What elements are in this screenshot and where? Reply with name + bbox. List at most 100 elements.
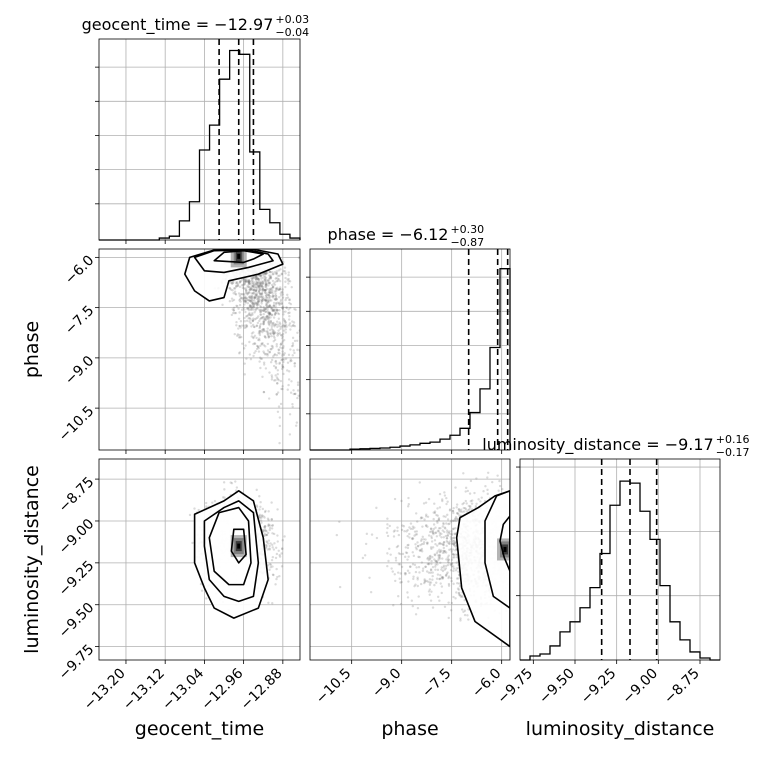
sample-point bbox=[321, 407, 323, 409]
sample-point bbox=[280, 347, 284, 350]
sample-point bbox=[496, 474, 499, 477]
sample-point bbox=[246, 293, 249, 296]
sample-point bbox=[253, 283, 257, 287]
sample-point bbox=[420, 516, 423, 519]
sample-point bbox=[392, 530, 396, 533]
sample-point bbox=[264, 283, 267, 287]
sample-point bbox=[241, 286, 244, 289]
sample-point bbox=[420, 542, 424, 546]
sample-point bbox=[437, 556, 440, 560]
sample-point bbox=[272, 355, 275, 358]
sample-point bbox=[445, 496, 448, 500]
sample-point bbox=[262, 320, 265, 323]
sample-point bbox=[271, 602, 274, 605]
sample-point bbox=[423, 518, 426, 521]
x-tick-label: −9.50 bbox=[536, 666, 578, 708]
sample-point bbox=[267, 510, 270, 513]
sample-point bbox=[270, 327, 273, 331]
sample-point bbox=[261, 282, 264, 285]
sample-point bbox=[330, 437, 332, 439]
sample-point bbox=[438, 548, 441, 552]
sample-point bbox=[255, 279, 258, 282]
sample-point bbox=[286, 293, 289, 297]
sample-point bbox=[435, 561, 438, 564]
sample-point bbox=[272, 364, 276, 368]
sample-point bbox=[364, 542, 368, 546]
sample-point bbox=[440, 566, 443, 569]
sample-point bbox=[447, 582, 451, 586]
sample-point bbox=[392, 535, 396, 538]
sample-point bbox=[436, 573, 440, 576]
sample-point bbox=[274, 359, 278, 363]
sample-point bbox=[475, 477, 478, 480]
sample-point bbox=[467, 508, 470, 512]
sample-point bbox=[261, 299, 264, 302]
sample-point bbox=[248, 299, 252, 302]
sample-point bbox=[254, 301, 257, 304]
sample-point bbox=[278, 287, 281, 291]
sample-point bbox=[273, 313, 277, 316]
sample-point bbox=[459, 617, 462, 620]
sample-point bbox=[304, 463, 306, 465]
sample-point bbox=[276, 382, 279, 385]
sample-point bbox=[281, 387, 284, 391]
sample-point bbox=[269, 320, 272, 324]
sample-point bbox=[270, 518, 274, 521]
sample-point bbox=[262, 390, 266, 394]
sample-point bbox=[234, 480, 237, 483]
sample-point bbox=[252, 342, 255, 346]
sample-point bbox=[272, 573, 275, 577]
sample-point bbox=[282, 372, 285, 376]
sample-point bbox=[453, 544, 456, 547]
sample-point bbox=[428, 557, 431, 561]
density-block bbox=[503, 546, 507, 552]
sample-point bbox=[406, 569, 410, 572]
sample-point bbox=[428, 530, 432, 534]
sample-point bbox=[275, 272, 278, 276]
sample-point bbox=[445, 522, 448, 525]
sample-point bbox=[268, 277, 271, 281]
y-tick-label: −9.75 bbox=[56, 642, 98, 684]
sample-point bbox=[270, 378, 274, 381]
sample-point bbox=[276, 301, 279, 304]
sample-point bbox=[274, 556, 278, 560]
sample-point bbox=[268, 291, 271, 294]
sample-point bbox=[264, 307, 267, 311]
sample-point bbox=[441, 557, 444, 560]
sample-point bbox=[447, 561, 450, 564]
sample-point bbox=[270, 334, 273, 338]
sample-point bbox=[243, 362, 246, 365]
sample-point bbox=[438, 555, 441, 559]
sample-point bbox=[385, 531, 389, 534]
sample-point bbox=[431, 565, 435, 569]
sample-point bbox=[246, 284, 249, 287]
sample-point bbox=[256, 286, 259, 289]
sample-point bbox=[252, 335, 255, 339]
sample-point bbox=[399, 552, 402, 556]
sample-point bbox=[409, 527, 413, 531]
sample-point bbox=[256, 281, 259, 285]
sample-point bbox=[258, 283, 262, 287]
sample-point bbox=[302, 438, 304, 440]
sample-point bbox=[291, 320, 294, 323]
sample-point bbox=[188, 513, 192, 517]
sample-point bbox=[248, 295, 251, 299]
sample-point bbox=[426, 541, 429, 545]
sample-point bbox=[398, 563, 402, 566]
sample-point bbox=[452, 506, 455, 510]
sample-point bbox=[257, 279, 261, 282]
sample-point bbox=[254, 277, 257, 280]
sample-point bbox=[268, 313, 271, 317]
sample-point bbox=[312, 436, 314, 438]
sample-point bbox=[243, 299, 247, 302]
sample-point bbox=[400, 580, 403, 584]
sample-point bbox=[246, 279, 250, 283]
sample-point bbox=[255, 303, 259, 307]
sample-point bbox=[430, 562, 433, 566]
sample-point bbox=[250, 297, 253, 300]
sample-point bbox=[291, 344, 295, 347]
title-plus: +0.16 bbox=[716, 433, 750, 446]
sample-point bbox=[433, 511, 437, 515]
sample-point bbox=[465, 502, 468, 505]
